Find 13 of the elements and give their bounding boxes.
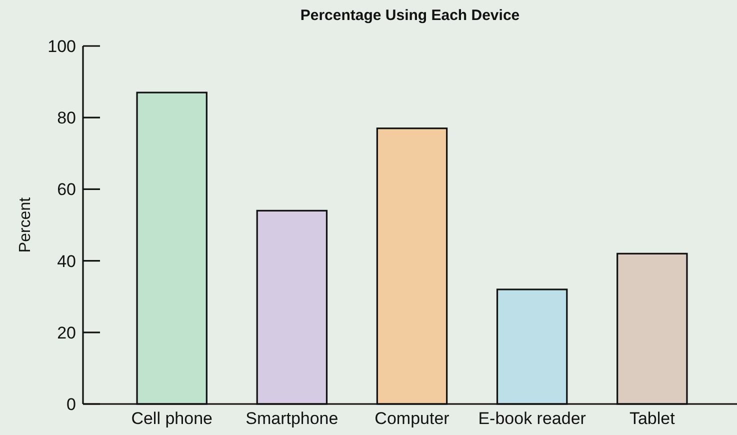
y-tick-label: 60 bbox=[57, 180, 76, 200]
y-tick-label: 100 bbox=[48, 36, 76, 56]
chart-title: Percentage Using Each Device bbox=[300, 7, 520, 24]
y-tick-label: 0 bbox=[66, 394, 76, 414]
y-tick-label: 40 bbox=[57, 252, 76, 271]
x-tick-label: Tablet bbox=[629, 409, 676, 428]
x-tick-label: Computer bbox=[374, 409, 450, 428]
x-tick-label: Cell phone bbox=[131, 409, 212, 428]
y-tick-label: 20 bbox=[57, 323, 76, 342]
y-axis-title: Percent bbox=[17, 196, 34, 253]
x-tick-label: Smartphone bbox=[246, 409, 338, 428]
y-tick-label: 80 bbox=[57, 108, 76, 128]
x-tick-label: E-book reader bbox=[478, 409, 586, 428]
